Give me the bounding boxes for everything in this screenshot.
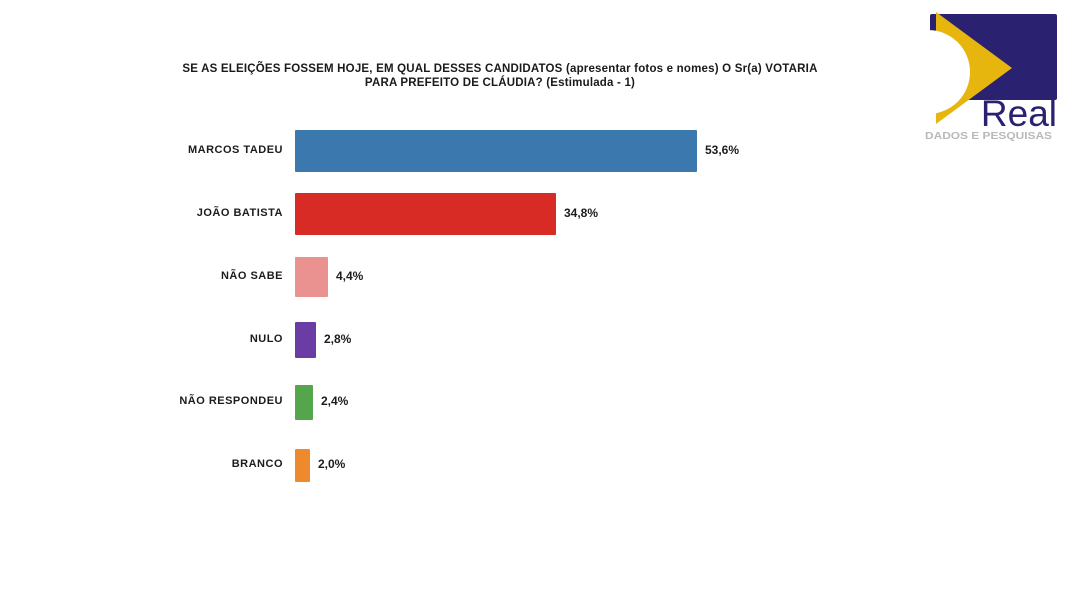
logo-graphic: Real DADOS E PESQUISAS bbox=[886, 12, 1057, 142]
value-label: 2,8% bbox=[324, 332, 352, 346]
value-label: 4,4% bbox=[336, 269, 364, 283]
logo-brand-text: Real bbox=[981, 93, 1057, 134]
value-label: 53,6% bbox=[705, 143, 740, 157]
logo-tagline-text: DADOS E PESQUISAS bbox=[925, 131, 1052, 142]
category-label: NÃO RESPONDEU bbox=[179, 395, 283, 407]
category-label: BRANCO bbox=[231, 458, 283, 470]
logo-real-dados-e-pesquisas: Real DADOS E PESQUISAS bbox=[886, 2, 1068, 144]
bar bbox=[295, 384, 313, 420]
value-label: 2,0% bbox=[318, 457, 346, 471]
bar bbox=[295, 130, 697, 172]
bar bbox=[295, 193, 556, 235]
bar bbox=[295, 448, 310, 482]
bar bbox=[295, 257, 328, 297]
bar bbox=[295, 322, 316, 358]
chart-title-line1: SE AS ELEIÇÕES FOSSEM HOJE, EM QUAL DESS… bbox=[182, 63, 818, 75]
category-label: NULO bbox=[249, 333, 283, 345]
value-label: 34,8% bbox=[564, 206, 599, 220]
value-label: 2,4% bbox=[321, 394, 349, 408]
chart-title-line2: PARA PREFEITO DE CLÁUDIA? (Estimulada - … bbox=[364, 77, 636, 89]
category-label: JOÃO BATISTA bbox=[196, 207, 283, 219]
chart-title: SE AS ELEIÇÕES FOSSEM HOJE, EM QUAL DESS… bbox=[150, 62, 850, 90]
category-label: MARCOS TADEU bbox=[187, 144, 283, 156]
category-label: NÃO SABE bbox=[220, 270, 283, 282]
